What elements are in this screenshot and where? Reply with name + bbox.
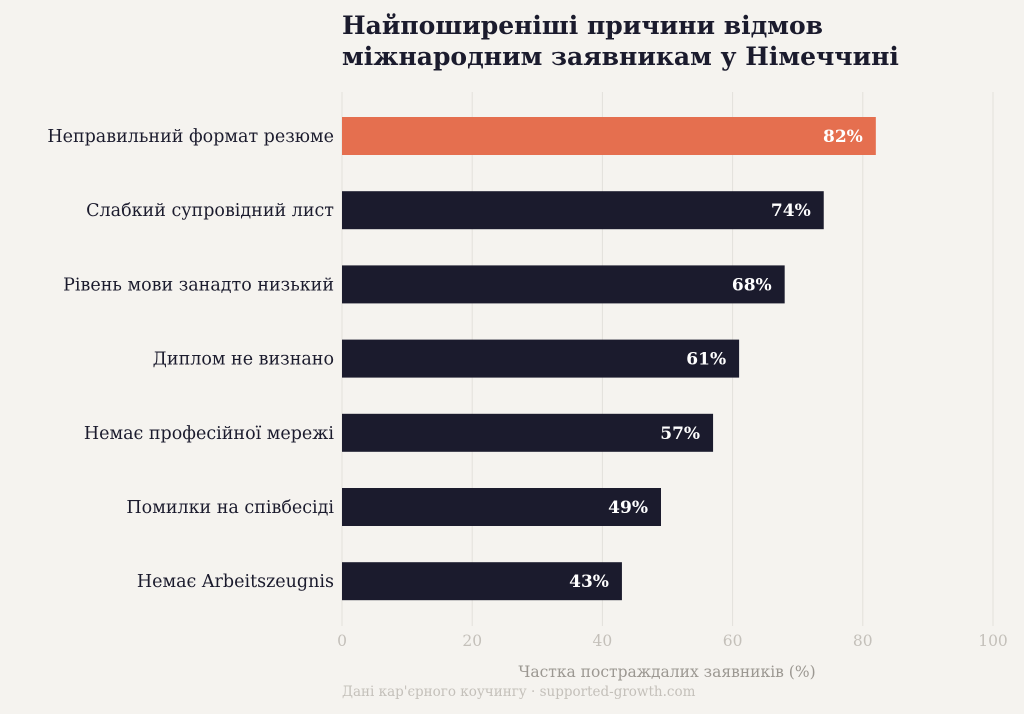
x-tick-label: 80	[853, 632, 873, 650]
y-tick-label: Помилки на співбесіді	[126, 498, 334, 518]
bar	[342, 488, 661, 526]
y-tick-label: Слабкий супровідний лист	[86, 201, 334, 221]
source-footer: Дані кар'єрного коучингу · supported-gro…	[342, 684, 696, 700]
y-tick-label: Неправильний формат резюме	[47, 127, 334, 147]
bar-data-label: 57%	[660, 424, 700, 444]
x-tick-label: 100	[978, 632, 1008, 650]
chart-title: Найпоширеніші причини відмов міжнародним…	[342, 10, 899, 72]
x-axis-label: Частка постраждалих заявників (%)	[518, 663, 815, 681]
bar	[342, 265, 785, 304]
bar	[342, 339, 740, 378]
bar	[342, 117, 876, 155]
y-tick-label: Немає професійної мережі	[84, 424, 335, 444]
bar-data-label: 74%	[771, 201, 811, 221]
bar-data-label: 43%	[569, 572, 609, 592]
x-tick-label: 0	[337, 632, 347, 650]
bar	[342, 413, 714, 452]
x-axis-ticks: 0 20 40 60 80 100	[337, 632, 1008, 650]
chart-title-line: міжнародним заявникам у Німеччині	[342, 42, 899, 71]
x-tick-label: 60	[723, 632, 743, 650]
bar-data-label: 61%	[686, 350, 726, 370]
y-axis-labels: Неправильний формат резюме Слабкий супров…	[47, 127, 334, 592]
x-tick-label: 20	[462, 632, 482, 650]
y-tick-label: Рівень мови занадто низький	[63, 275, 334, 295]
y-tick-label: Немає Arbeitszeugnis	[137, 572, 334, 592]
bar	[342, 191, 824, 230]
bar-data-label: 49%	[608, 498, 648, 518]
bar-data-label: 68%	[732, 275, 772, 295]
chart-title-line: Найпоширеніші причини відмов	[342, 11, 823, 40]
y-tick-label: Диплом не визнано	[153, 350, 334, 370]
bar-data-label: 82%	[823, 127, 863, 147]
bar	[342, 562, 622, 601]
bars: 82% 74% 68% 61% 57% 49% 43%	[342, 117, 876, 601]
x-tick-label: 40	[593, 632, 613, 650]
